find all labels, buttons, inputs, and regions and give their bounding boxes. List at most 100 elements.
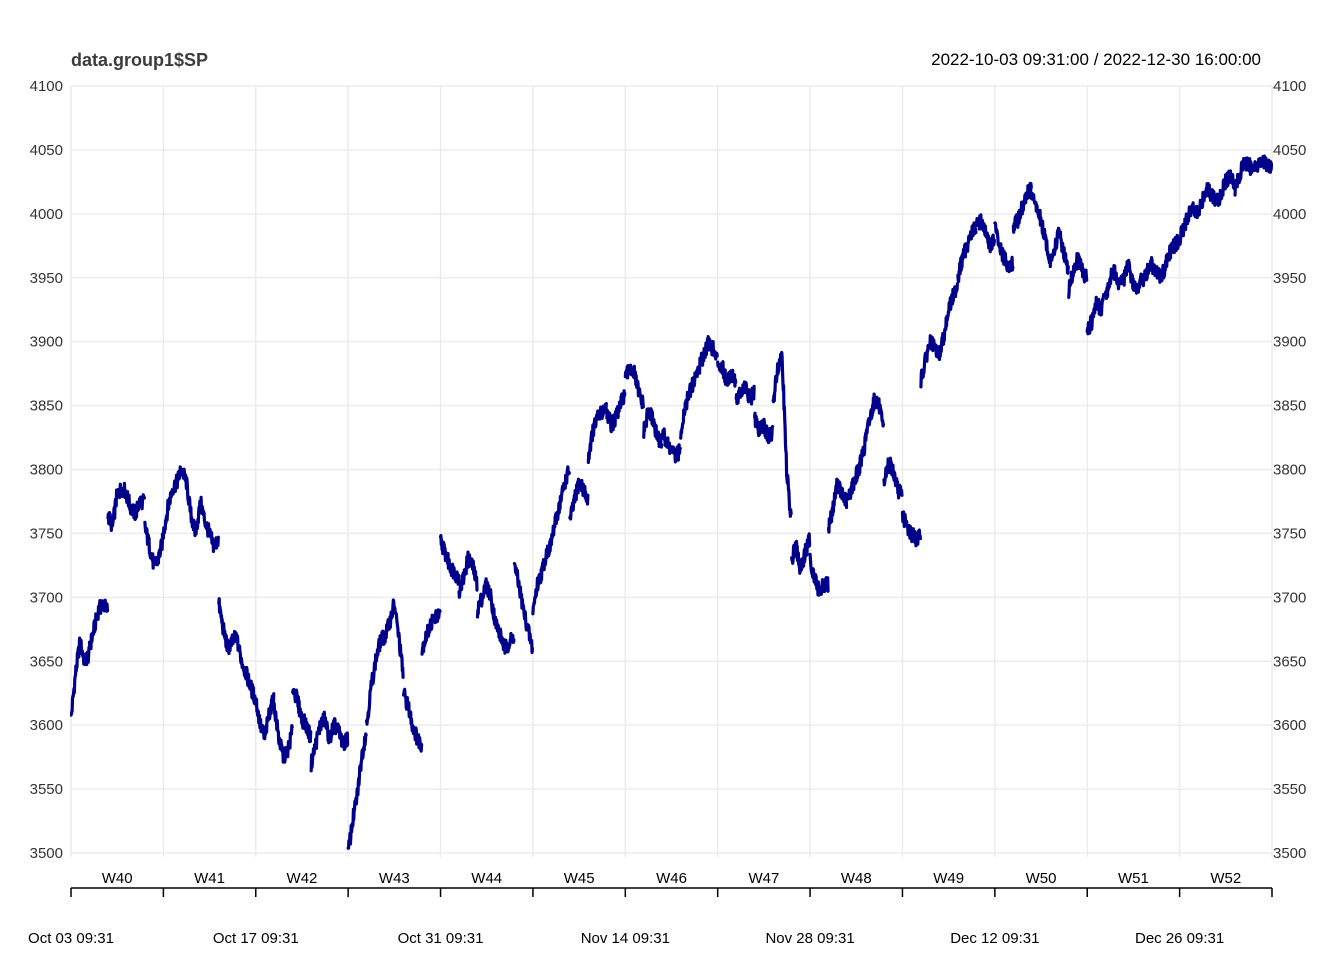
y-tick-label-right: 4100 — [1273, 78, 1306, 95]
y-tick-label-right: 3750 — [1273, 525, 1306, 542]
date-label: Nov 14 09:31 — [581, 930, 670, 947]
y-tick-label-right: 4000 — [1273, 206, 1306, 223]
series-line-day — [660, 427, 682, 464]
series-line-day — [291, 687, 313, 744]
y-tick-label-right: 4050 — [1273, 142, 1306, 159]
date-label: Dec 12 09:31 — [950, 930, 1039, 947]
date-label: Oct 31 09:31 — [398, 930, 484, 947]
series-line-day — [70, 636, 91, 717]
series-line-day — [1122, 258, 1144, 295]
grid — [70, 85, 1273, 857]
series-line-day — [1104, 264, 1126, 301]
series-line-day — [87, 598, 110, 651]
series-line-day — [993, 221, 1015, 274]
series-line-day — [420, 608, 442, 656]
series-line-day — [1159, 233, 1181, 283]
date-labels: Oct 03 09:31 Oct 17 09:31 Oct 31 09:31 Nov … — [28, 930, 1224, 947]
y-tick-label-right: 3850 — [1273, 398, 1306, 415]
y-tick-label-left: 3650 — [30, 653, 63, 670]
series-line-day — [974, 213, 996, 254]
series-line-day — [1085, 292, 1107, 336]
series-line-day — [365, 629, 387, 726]
y-tick-label-right: 3650 — [1273, 653, 1306, 670]
series-line-day — [531, 537, 553, 616]
week-labels: W40 W41 W42 W43 W44 W45 W46 W47 W48 W49 W50 W51 W52 — [102, 870, 1241, 887]
series-line-day — [956, 221, 978, 284]
series-line-day — [716, 360, 738, 388]
series-line-day — [1178, 201, 1200, 247]
week-label: W42 — [287, 870, 318, 887]
week-label: W40 — [102, 870, 133, 887]
y-tick-label-left: 3600 — [30, 717, 63, 734]
series-line-day — [272, 702, 294, 764]
series-line-day — [605, 389, 627, 434]
series-line-day — [475, 577, 498, 626]
series-line-day — [494, 618, 516, 655]
y-tick-label-left: 3550 — [30, 781, 63, 798]
series-line-day — [919, 334, 941, 389]
series-line-day — [826, 477, 849, 534]
series-line-day — [438, 533, 461, 586]
week-label: W47 — [748, 870, 779, 887]
week-label: W45 — [564, 870, 595, 887]
week-label: W41 — [194, 870, 225, 887]
series-line-day — [106, 481, 128, 533]
series-line-day — [328, 717, 350, 752]
y-tick-label-left: 4000 — [30, 206, 63, 223]
series-line-day — [512, 561, 535, 655]
y-tick-label-right: 3800 — [1273, 462, 1306, 479]
week-label: W50 — [1026, 870, 1057, 887]
series-line-day — [198, 495, 220, 554]
series-line-day — [161, 465, 183, 540]
week-label: W43 — [379, 870, 410, 887]
week-label: W48 — [841, 870, 872, 887]
y-tick-label-right: 3700 — [1273, 589, 1306, 606]
y-tick-label-right: 3950 — [1273, 270, 1306, 287]
series-line-day — [143, 520, 165, 570]
series-line-day — [383, 598, 405, 679]
series-line-day — [124, 490, 147, 522]
series-line-day — [1214, 169, 1237, 208]
chart-title: data.group1$SP — [71, 50, 208, 70]
series-line-day — [1141, 255, 1163, 288]
date-range-label: 2022-10-03 09:31:00 / 2022-12-30 16:00:0… — [931, 50, 1261, 69]
series-line-day — [217, 597, 239, 656]
series-line-day — [697, 335, 719, 375]
y-tick-label-left: 3950 — [30, 270, 63, 287]
series-line-day — [254, 692, 276, 741]
series-line-day — [808, 552, 830, 597]
series-line-day — [1048, 226, 1070, 275]
week-label: W44 — [471, 870, 502, 887]
series-line-day — [789, 532, 812, 575]
date-label: Dec 26 09:31 — [1135, 930, 1224, 947]
series-line-group — [70, 154, 1273, 850]
week-label: W51 — [1118, 870, 1149, 887]
series-line-day — [753, 411, 775, 445]
date-label: Oct 17 09:31 — [213, 930, 299, 947]
series-line-day — [1196, 181, 1218, 217]
series-line-day — [937, 282, 959, 361]
series-line-day — [1030, 191, 1052, 265]
y-tick-label-left: 3850 — [30, 398, 63, 415]
series-line-day — [845, 435, 867, 501]
x-axis — [70, 887, 1273, 897]
week-label: W49 — [933, 870, 964, 887]
week-label: W52 — [1210, 870, 1241, 887]
date-label: Oct 03 09:31 — [28, 930, 114, 947]
series-line-day — [457, 550, 479, 599]
series-line-day — [900, 510, 923, 548]
series-line-day — [586, 402, 608, 465]
y-tick-label-right: 3900 — [1273, 334, 1306, 351]
series-line-day — [1067, 252, 1089, 300]
y-tick-label-left: 3900 — [30, 334, 63, 351]
series-line-day — [642, 407, 664, 449]
series-line-day — [771, 350, 793, 518]
series-line-day — [734, 380, 756, 406]
series-line-day — [549, 465, 571, 547]
series-line-day — [882, 456, 904, 500]
series-line-day — [346, 732, 368, 850]
series-line-day — [863, 392, 886, 442]
series-line-day — [309, 710, 331, 773]
series-line-day — [679, 365, 701, 440]
